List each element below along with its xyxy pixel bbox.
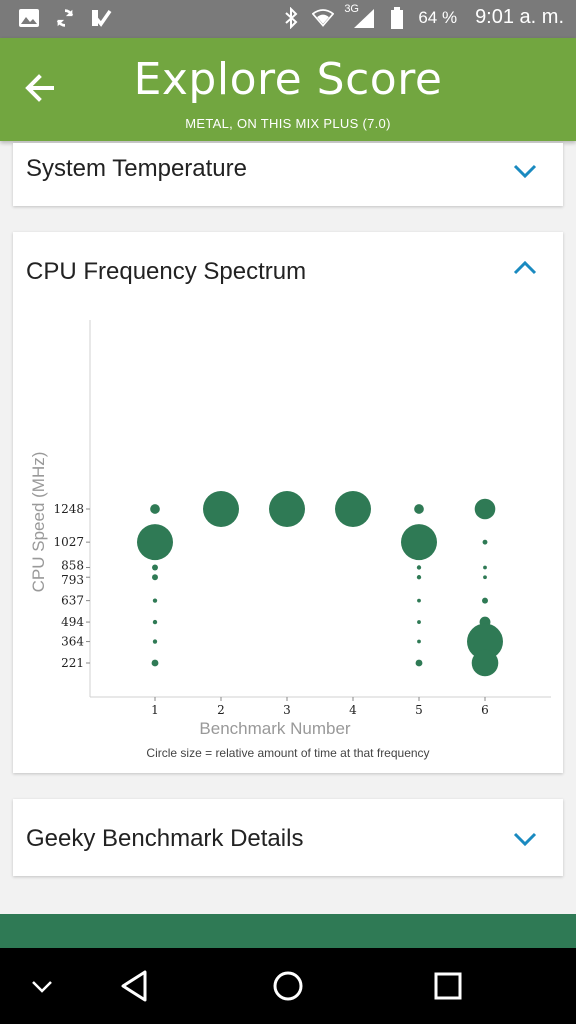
chevron-down-icon[interactable] — [22, 966, 62, 1006]
y-tick-label: 637 — [61, 594, 84, 608]
app-header: Explore Score METAL, ON THIS MIX PLUS (7… — [0, 38, 576, 141]
data-point — [151, 659, 159, 667]
navigation-bar — [0, 948, 576, 1024]
chart-caption: Circle size = relative amount of time at… — [146, 746, 429, 760]
arrow-left-icon — [25, 74, 54, 102]
gallery-icon — [18, 7, 40, 29]
data-point — [152, 639, 158, 644]
data-point — [335, 491, 371, 527]
data-point — [471, 649, 499, 677]
tasks-check-icon — [90, 7, 112, 29]
battery-icon — [386, 6, 408, 29]
y-axis-label: CPU Speed (MHz) — [29, 452, 48, 593]
cell-signal-icon: 3G — [344, 3, 376, 29]
wifi-icon — [312, 7, 335, 29]
data-point — [483, 565, 487, 570]
y-tick-label: 1027 — [53, 535, 84, 549]
data-point — [417, 639, 421, 644]
data-point — [152, 619, 158, 625]
recents-square-icon[interactable] — [428, 966, 468, 1006]
x-tick-label: 2 — [217, 703, 225, 717]
data-point — [203, 491, 239, 527]
x-tick-label: 3 — [283, 703, 291, 717]
cpu-frequency-section: CPU Frequency Spectrum 221 364 494 637 793 85… — [13, 232, 563, 773]
y-tick-label: 494 — [61, 615, 84, 629]
data-point — [415, 659, 423, 667]
sync-icon — [54, 7, 76, 29]
network-type-label: 3G — [344, 2, 359, 15]
data-point — [150, 504, 160, 514]
geeky-benchmark-section[interactable]: Geeky Benchmark Details — [13, 799, 563, 876]
x-tick-label: 6 — [481, 703, 489, 717]
home-circle-icon[interactable] — [268, 966, 308, 1006]
data-point — [152, 598, 158, 603]
y-tick-label: 858 — [61, 558, 84, 572]
data-point — [483, 575, 487, 580]
section-title[interactable]: CPU Frequency Spectrum — [26, 258, 307, 285]
chevron-down-icon[interactable] — [513, 831, 537, 847]
chevron-up-icon[interactable] — [513, 260, 537, 276]
page-title: Explore Score — [133, 54, 443, 105]
data-point — [482, 597, 488, 604]
data-point — [401, 524, 437, 561]
data-point — [416, 575, 422, 580]
chevron-down-icon[interactable] — [513, 163, 537, 179]
y-tick-label: 364 — [61, 635, 84, 649]
battery-percentage: 64 % — [418, 7, 458, 27]
data-point — [152, 574, 158, 581]
x-tick-label: 4 — [349, 703, 357, 717]
x-tick-label: 5 — [415, 703, 423, 717]
data-point — [482, 539, 488, 545]
data-point — [474, 498, 496, 520]
clock: 9:01 a. m. — [475, 6, 564, 28]
back-triangle-icon[interactable] — [115, 966, 155, 1006]
system-temperature-section[interactable]: System Temperature — [13, 143, 563, 206]
section-title: System Temperature — [26, 155, 247, 182]
data-point — [417, 598, 421, 603]
data-point — [414, 504, 424, 514]
data-point — [416, 565, 422, 570]
data-point — [467, 623, 503, 660]
y-tick-label: 793 — [61, 573, 84, 587]
data-point — [152, 564, 158, 571]
bluetooth-icon — [280, 6, 302, 29]
y-tick-label: 221 — [61, 656, 84, 670]
status-bar: 3G 64 % 9:01 a. m. — [0, 0, 576, 38]
x-tick-label: 1 — [151, 703, 159, 717]
data-point — [137, 524, 173, 561]
y-tick-label: 1248 — [53, 502, 84, 516]
bottom-banner — [0, 914, 576, 948]
data-point — [417, 620, 421, 624]
data-point — [269, 491, 305, 527]
back-button[interactable] — [22, 70, 58, 106]
section-title: Geeky Benchmark Details — [26, 825, 304, 852]
x-axis-label: Benchmark Number — [199, 719, 351, 738]
page-subtitle: METAL, ON THIS MIX PLUS (7.0) — [185, 116, 391, 131]
